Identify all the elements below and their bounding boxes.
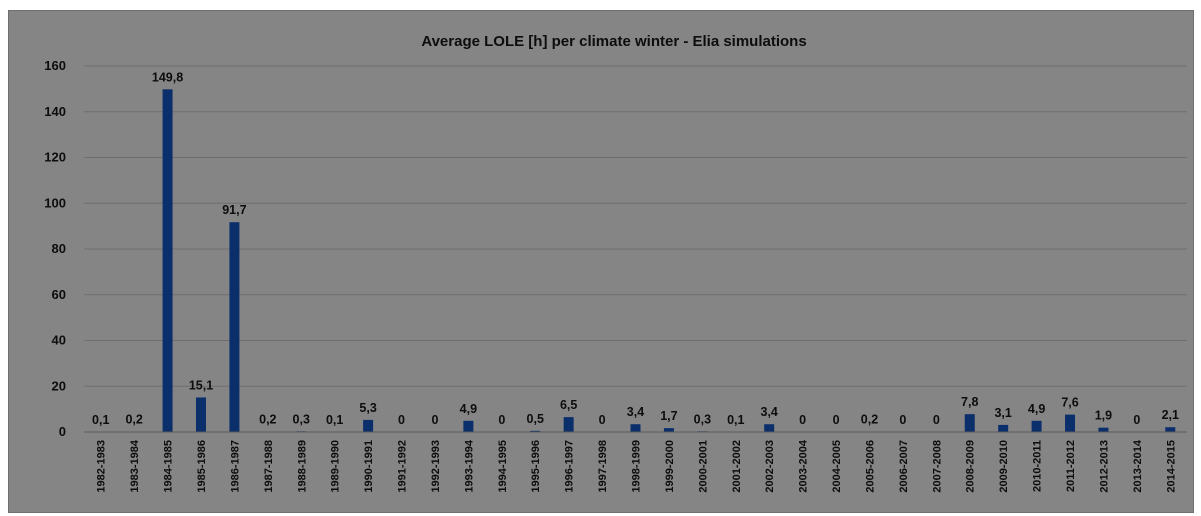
data-label: 0,3: [293, 412, 310, 426]
y-tick-label: 80: [52, 241, 66, 256]
x-tick-label: 2005-2006: [864, 440, 876, 493]
bar: [363, 419, 374, 432]
data-label: 2,1: [1162, 408, 1179, 422]
data-label: 3,1: [994, 406, 1011, 420]
y-tick-label: 100: [44, 195, 66, 210]
data-label: 0,1: [727, 413, 744, 427]
data-label: 3,4: [627, 405, 644, 419]
data-label: 0,1: [326, 413, 343, 427]
data-label: 0,1: [92, 413, 109, 427]
x-tick-label: 1986-1987: [229, 440, 241, 493]
x-tick-label: 2000-2001: [697, 440, 709, 493]
data-label: 1,7: [660, 409, 677, 423]
bar: [1165, 427, 1176, 432]
gridlines: [84, 65, 1187, 387]
bar: [1031, 420, 1042, 432]
x-tick-label: 1997-1998: [597, 440, 609, 493]
data-label: 1,9: [1095, 409, 1112, 423]
x-tick-label: 1995-1996: [530, 440, 542, 493]
x-tick-label: 1994-1995: [497, 440, 509, 493]
x-tick-label: 2009-2010: [998, 440, 1010, 493]
data-label: 7,6: [1061, 396, 1078, 410]
data-label: 0: [1133, 413, 1140, 427]
data-labels: 0,1 0,2 149,8 15,1 91,7 0,2 0,3 0,1 5,3 0 0 4,9 0 0,5…: [92, 70, 1179, 427]
bar: [1065, 414, 1076, 432]
data-label: 149,8: [152, 70, 183, 84]
data-label: 0: [833, 413, 840, 427]
y-tick-label: 120: [44, 150, 66, 165]
x-tick-label: 1984-1985: [163, 440, 175, 493]
y-tick-label: 140: [44, 104, 66, 119]
y-axis-ticks: 0 20 40 60 80 100 120 140 160: [44, 58, 66, 439]
x-tick-label: 1996-1997: [564, 440, 576, 493]
data-label: 4,9: [1028, 402, 1045, 416]
data-label: 0,3: [694, 412, 711, 426]
x-tick-label: 1989-1990: [330, 440, 342, 493]
x-tick-label: 1998-1999: [631, 440, 643, 493]
bar: [630, 424, 641, 432]
data-label: 0,2: [861, 413, 878, 427]
x-tick-label: 2012-2013: [1098, 440, 1110, 493]
data-label: 5,3: [359, 401, 376, 415]
bar: [1098, 427, 1109, 432]
x-tick-label: 2001-2002: [731, 440, 743, 493]
chart-title: Average LOLE [h] per climate winter - El…: [421, 33, 806, 50]
data-label: 0: [398, 413, 405, 427]
data-label: 0,5: [527, 412, 544, 426]
x-tick-label: 1987-1988: [263, 440, 275, 493]
y-tick-label: 60: [52, 287, 66, 302]
data-label: 0: [599, 413, 606, 427]
x-tick-label: 2002-2003: [764, 440, 776, 493]
data-label: 91,7: [222, 203, 246, 217]
x-tick-label: 1992-1993: [430, 440, 442, 493]
bar: [964, 414, 975, 432]
x-tick-label: 2006-2007: [898, 440, 910, 493]
x-tick-label: 2007-2008: [931, 440, 943, 493]
x-tick-label: 2008-2009: [965, 440, 977, 493]
bar: [563, 417, 574, 432]
x-axis-ticks: 1982-1983 1983-1984 1984-1985 1985-1986 1986…: [96, 439, 1178, 492]
data-label: 0: [498, 413, 505, 427]
data-label: 0,2: [125, 413, 142, 427]
y-tick-label: 0: [59, 424, 66, 439]
bar: [530, 430, 541, 432]
data-label: 0: [899, 413, 906, 427]
bar: [463, 420, 474, 432]
bar: [998, 424, 1009, 432]
bar: [229, 222, 240, 432]
bar: [195, 397, 206, 432]
x-tick-label: 1990-1991: [363, 440, 375, 493]
x-tick-label: 2013-2014: [1132, 439, 1144, 492]
bars: [95, 89, 1176, 433]
y-tick-label: 160: [44, 58, 66, 73]
chart-frame: Average LOLE [h] per climate winter - El…: [8, 10, 1194, 513]
bar: [162, 89, 173, 433]
data-label: 7,8: [961, 395, 978, 409]
y-tick-label: 20: [52, 378, 66, 393]
bar: [663, 428, 674, 432]
x-tick-label: 1999-2000: [664, 440, 676, 493]
data-label: 15,1: [189, 378, 213, 392]
x-tick-label: 1985-1986: [196, 440, 208, 493]
bar: [764, 424, 775, 432]
x-tick-label: 1991-1992: [397, 440, 409, 493]
x-tick-label: 2014-2015: [1165, 440, 1177, 493]
x-tick-label: 2011-2012: [1065, 440, 1077, 492]
data-label: 6,5: [560, 398, 577, 412]
x-tick-label: 2004-2005: [831, 440, 843, 493]
y-tick-label: 40: [52, 333, 66, 348]
bar-chart: Average LOLE [h] per climate winter - El…: [44, 33, 1187, 493]
x-tick-label: 2010-2011: [1032, 440, 1044, 492]
data-label: 0: [431, 413, 438, 427]
data-label: 4,9: [460, 402, 477, 416]
x-tick-label: 1993-1994: [463, 439, 475, 492]
data-label: 0: [799, 413, 806, 427]
x-tick-label: 1988-1989: [296, 440, 308, 493]
data-label: 0,2: [259, 413, 276, 427]
data-label: 0: [933, 413, 940, 427]
x-tick-label: 1983-1984: [129, 439, 141, 492]
data-label: 3,4: [761, 405, 778, 419]
x-tick-label: 2003-2004: [798, 439, 810, 492]
x-tick-label: 1982-1983: [96, 440, 108, 493]
